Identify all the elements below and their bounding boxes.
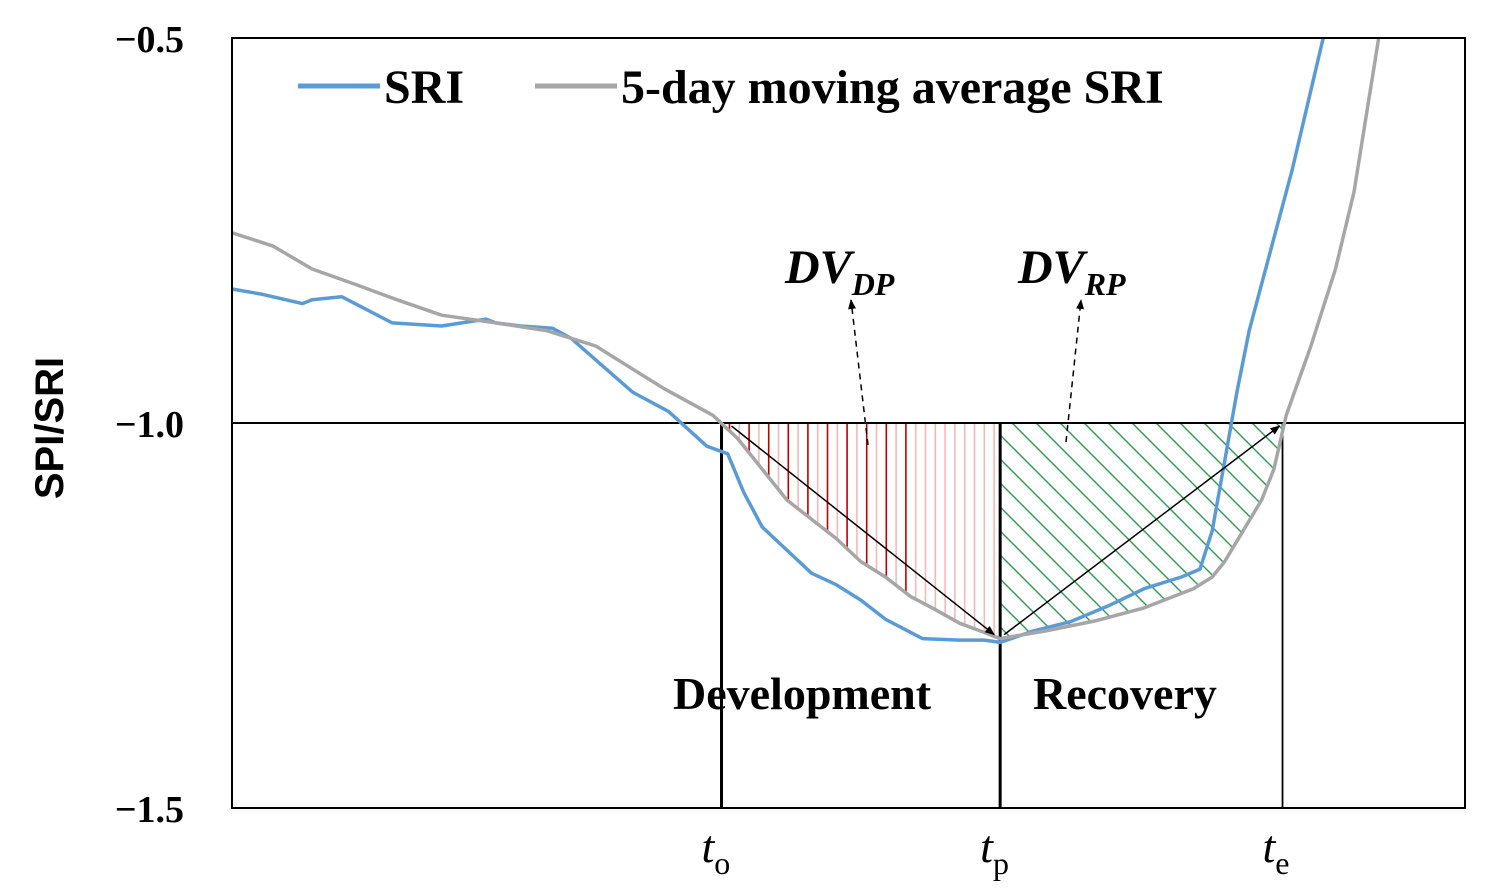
sri-series-line	[231, 37, 1325, 645]
hatch-line	[1203, 423, 1283, 639]
hatch-line	[1107, 423, 1283, 639]
hatch-line	[1000, 423, 1081, 639]
hatch-line	[1000, 423, 1009, 639]
dv-dp-hatch-region	[728, 423, 995, 639]
recovery-slope-arrow	[1003, 425, 1281, 636]
hatch-line	[1000, 423, 1249, 639]
y-tick-label: −1.0	[115, 404, 184, 446]
y-tick-label: −1.5	[115, 789, 184, 831]
hatch-line	[1227, 423, 1283, 639]
hatch-line	[1155, 423, 1283, 639]
dv-rp-label: DVRP	[1017, 241, 1126, 302]
legend-label-sri: SRI	[384, 61, 464, 114]
dv-dp-pointer-arrow	[848, 299, 869, 446]
hatch-line	[1000, 423, 1033, 639]
x-tick-label-onset: to	[702, 821, 731, 881]
y-tick-label: −0.5	[115, 19, 184, 61]
hatch-line	[1000, 423, 1153, 639]
hatch-line	[1131, 423, 1283, 639]
legend-label-moving-average: 5-day moving average SRI	[621, 61, 1164, 114]
plot-area-frame	[231, 37, 1466, 809]
dv-rp-pointer-arrow	[1065, 299, 1085, 443]
x-tick-label-peak: tp	[980, 821, 1009, 881]
hatch-line	[1179, 423, 1283, 639]
x-tick-label-end: te	[1263, 821, 1290, 881]
y-axis-title: SPI/SRI	[28, 357, 72, 499]
hatch-line	[1000, 423, 1129, 639]
development-slope-arrow	[731, 425, 995, 636]
hatch-line	[700, 423, 960, 683]
development-label: Development	[673, 668, 932, 719]
hatch-line	[1324, 423, 1495, 683]
hatch-line	[1000, 423, 1177, 639]
hatch-line	[1251, 423, 1283, 639]
dv-rp-hatch-region	[700, 423, 1495, 683]
hatch-line	[1011, 423, 1273, 639]
recovery-label: Recovery	[1033, 668, 1217, 719]
dv-dp-label: DVDP	[784, 241, 895, 302]
hatch-line	[1035, 423, 1283, 639]
hatch-line	[1083, 423, 1283, 639]
hatch-line	[1000, 423, 1201, 639]
hatch-line	[1059, 423, 1283, 639]
moving-average-series-line	[231, 37, 1381, 641]
hatch-line	[1000, 423, 1225, 639]
hatch-line	[1275, 423, 1283, 639]
